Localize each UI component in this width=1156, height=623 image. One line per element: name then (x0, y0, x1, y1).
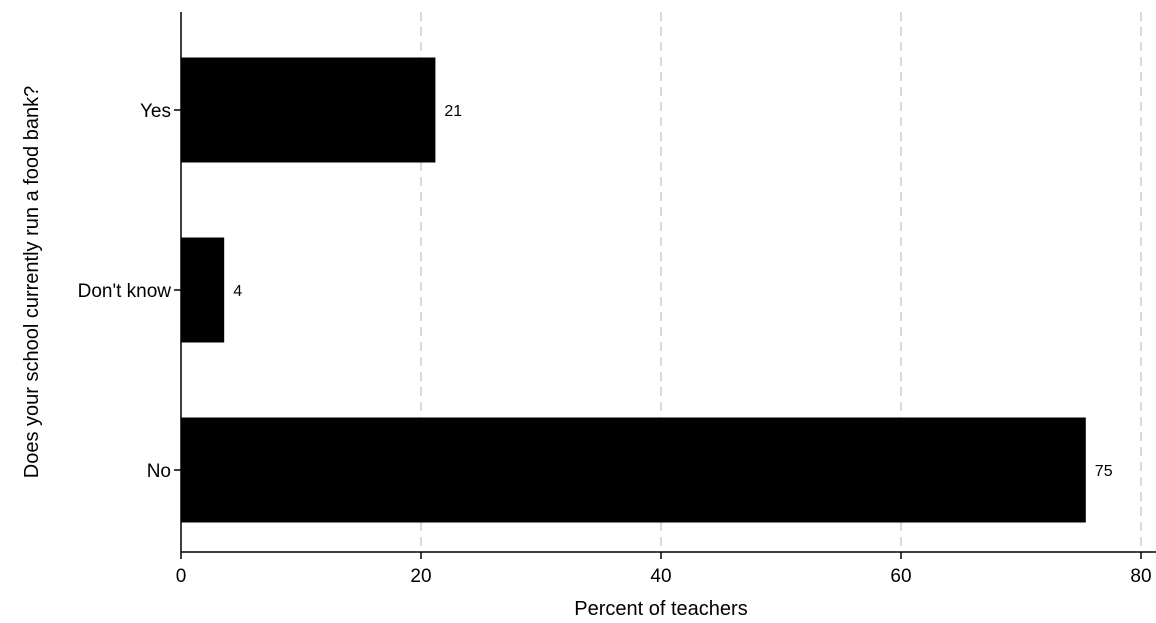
x-tick-label-40: 40 (650, 566, 671, 587)
x-tick-label-80: 80 (1130, 566, 1151, 587)
x-tick-label-20: 20 (410, 566, 431, 587)
x-tick-label-0: 0 (176, 566, 187, 587)
bar-no (181, 417, 1086, 523)
data-label-no: 75 (1095, 463, 1113, 480)
x-tick-label-60: 60 (890, 566, 911, 587)
bar-yes (181, 57, 436, 163)
x-axis-title: Percent of teachers (574, 598, 747, 620)
y-axis-title: Does your school currently run a food ba… (21, 86, 43, 478)
x-ticks: 0 20 40 60 80 (176, 552, 1152, 587)
category-label-don-t-know: Don't know (78, 281, 172, 302)
bars (181, 57, 1086, 523)
data-label-don-t-know: 4 (233, 283, 242, 300)
data-label-yes: 21 (444, 103, 462, 120)
category-labels: Yes Don't know No (78, 101, 181, 482)
bar-don-t-know (181, 237, 225, 343)
category-label-no: No (147, 461, 171, 482)
axes (180, 12, 1156, 553)
category-label-yes: Yes (140, 101, 171, 122)
data-labels: 21 4 75 (233, 103, 1112, 480)
